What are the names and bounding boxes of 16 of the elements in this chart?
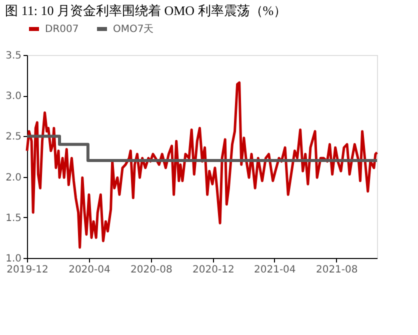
y-tick-label: 1.5 — [6, 212, 22, 224]
y-tick-label: 1.0 — [6, 254, 22, 264]
legend-label: DR007 — [45, 24, 79, 35]
chart-title: 图 11: 10 月资金利率围绕着 OMO 利率震荡（%） — [5, 3, 287, 18]
x-tick-label: 2020-12 — [192, 264, 234, 276]
x-tick-label: 2020-04 — [68, 264, 110, 276]
x-tick-label: 2021-04 — [254, 264, 296, 276]
x-tick-label: 2021-08 — [316, 264, 358, 276]
x-tick-label: 2019-12 — [6, 264, 48, 276]
y-tick-label: 2.0 — [6, 172, 22, 184]
line-series — [26, 81, 378, 249]
y-tick-label: 3.5 — [6, 50, 22, 62]
y-tick-label: 2.5 — [6, 132, 22, 143]
y-tick-label: 3.0 — [6, 91, 22, 102]
x-tick-label: 2020-08 — [130, 264, 172, 276]
legend-label: OMO7天 — [113, 24, 154, 35]
